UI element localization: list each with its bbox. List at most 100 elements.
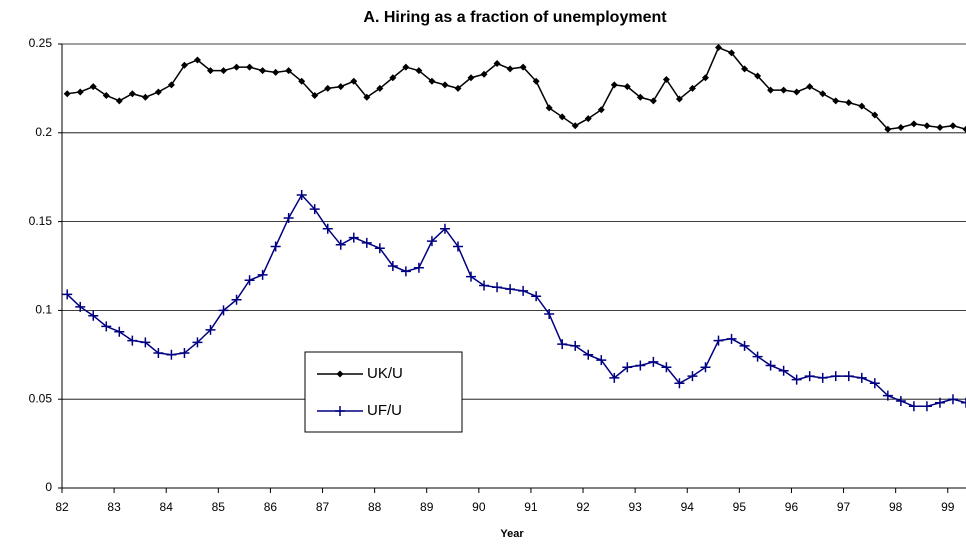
- point-marker: [128, 90, 136, 98]
- point-marker: [166, 349, 177, 360]
- point-marker: [76, 88, 84, 96]
- point-marker: [700, 362, 711, 373]
- point-marker: [141, 93, 149, 101]
- y-tick-label: 0: [45, 480, 52, 494]
- point-marker: [649, 97, 657, 105]
- point-marker: [75, 301, 86, 312]
- point-marker: [115, 97, 123, 105]
- point-marker: [897, 123, 905, 131]
- point-marker: [283, 213, 294, 224]
- legend: UK/U UF/U: [304, 351, 463, 433]
- point-marker: [936, 123, 944, 131]
- point-marker: [193, 56, 201, 64]
- point-marker: [858, 102, 866, 110]
- point-marker: [89, 83, 97, 91]
- x-tick-label: 99: [941, 500, 955, 514]
- point-marker: [180, 61, 188, 69]
- point-marker: [296, 189, 307, 200]
- point-marker: [493, 60, 501, 68]
- point-marker: [270, 241, 281, 252]
- x-axis-title: Year: [500, 528, 524, 540]
- point-marker: [962, 125, 966, 133]
- x-tick-label: 97: [837, 500, 851, 514]
- point-marker: [934, 397, 945, 408]
- point-marker: [767, 86, 775, 94]
- point-marker: [179, 348, 190, 359]
- point-marker: [402, 63, 410, 71]
- point-marker: [322, 223, 333, 234]
- point-marker: [921, 401, 932, 412]
- point-marker: [220, 67, 228, 75]
- point-marker: [140, 337, 151, 348]
- point-marker: [871, 111, 879, 119]
- point-marker: [765, 360, 776, 371]
- legend-label: UF/U: [367, 402, 402, 419]
- point-marker: [558, 113, 566, 121]
- point-marker: [63, 90, 71, 98]
- point-marker: [754, 72, 762, 80]
- point-marker: [544, 308, 555, 319]
- point-marker: [532, 77, 540, 85]
- point-marker: [361, 237, 372, 248]
- y-tick-label: 0.05: [29, 391, 53, 405]
- point-marker: [570, 340, 581, 351]
- point-marker: [285, 67, 293, 75]
- point-marker: [701, 74, 709, 82]
- y-tick-label: 0.15: [29, 214, 53, 228]
- point-marker: [374, 243, 385, 254]
- x-tick-label: 96: [785, 500, 799, 514]
- point-marker: [350, 77, 358, 85]
- point-marker: [778, 365, 789, 376]
- point-marker: [584, 115, 592, 123]
- series-line: [67, 46, 966, 131]
- x-tick-label: 84: [160, 500, 174, 514]
- point-marker: [389, 74, 397, 82]
- point-marker: [623, 83, 631, 91]
- point-marker: [153, 348, 164, 359]
- point-marker: [910, 120, 918, 128]
- point-marker: [793, 88, 801, 96]
- point-marker: [583, 349, 594, 360]
- x-tick-label: 88: [368, 500, 382, 514]
- x-tick-label: 95: [733, 500, 747, 514]
- point-marker: [454, 84, 462, 92]
- point-marker: [610, 81, 618, 89]
- point-marker: [467, 74, 475, 82]
- point-marker: [662, 76, 670, 84]
- point-marker: [661, 362, 672, 373]
- point-marker: [832, 97, 840, 105]
- point-marker: [233, 63, 241, 71]
- point-marker: [713, 335, 724, 346]
- point-marker: [400, 266, 411, 277]
- point-marker: [102, 92, 110, 100]
- point-marker: [101, 321, 112, 332]
- point-marker: [806, 83, 814, 91]
- point-marker: [675, 95, 683, 103]
- point-marker: [218, 305, 229, 316]
- point-marker: [441, 81, 449, 89]
- point-marker: [348, 232, 359, 243]
- point-marker: [845, 99, 853, 107]
- x-tick-label: 98: [889, 500, 903, 514]
- point-marker: [843, 371, 854, 382]
- x-tick-label: 83: [107, 500, 121, 514]
- x-tick-label: 92: [576, 500, 590, 514]
- point-marker: [154, 88, 162, 96]
- point-marker: [531, 291, 542, 302]
- point-marker: [114, 326, 125, 337]
- point-marker: [376, 84, 384, 92]
- point-marker: [492, 282, 503, 293]
- point-marker: [426, 236, 437, 247]
- point-marker: [206, 67, 214, 75]
- point-marker: [752, 351, 763, 362]
- point-marker: [545, 104, 553, 112]
- point-marker: [452, 241, 463, 252]
- series-line: [66, 193, 966, 408]
- point-marker: [257, 269, 268, 280]
- y-tick-label: 0.2: [35, 125, 52, 139]
- point-marker: [715, 44, 723, 52]
- point-marker: [791, 374, 802, 385]
- point-marker: [688, 84, 696, 92]
- x-tick-label: 82: [55, 500, 69, 514]
